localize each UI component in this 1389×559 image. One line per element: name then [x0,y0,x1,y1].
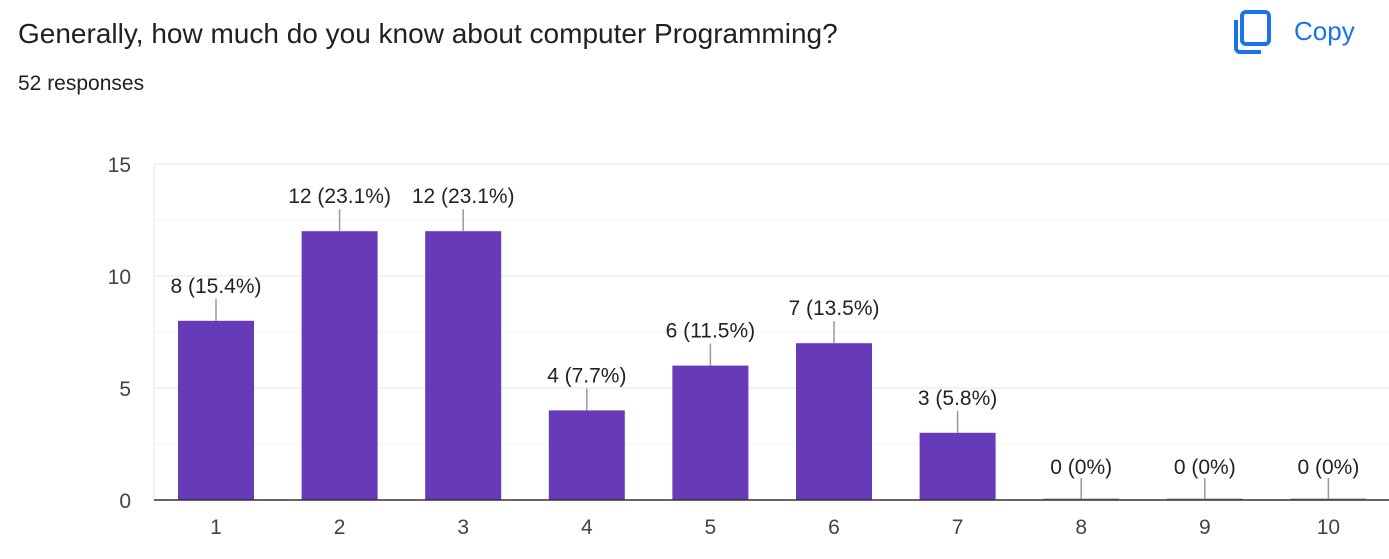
x-tick-label: 6 [828,516,840,539]
data-label: 0 (0%) [1050,456,1112,479]
x-tick-label: 10 [1317,516,1340,539]
x-tick-label: 1 [210,516,222,539]
copy-button[interactable]: Copy [1232,8,1372,54]
x-tick-label: 9 [1199,516,1211,539]
data-label: 12 (23.1%) [288,185,391,208]
x-tick-label: 8 [1075,516,1087,539]
bar-chart: 0 5 10 15 8 (15.4%) 1 12 (23.1%) 2 12 (23.1%) 3 4 … [108,154,1389,539]
y-tick-label: 15 [108,154,131,177]
bar [796,343,872,500]
data-label: 0 (0%) [1174,456,1236,479]
response-count: 52 responses [18,72,145,95]
x-tick-label: 3 [457,516,469,539]
bar [548,410,625,500]
data-label: 0 (0%) [1297,456,1359,479]
copy-label: Copy [1294,16,1355,46]
y-tick-label: 0 [119,490,131,513]
x-tick-label: 5 [705,516,717,539]
data-label: 6 (11.5%) [666,320,756,343]
data-label: 3 (5.8%) [918,387,997,410]
y-tick-label: 5 [119,378,131,401]
x-tick-label: 4 [581,516,593,539]
data-label: 7 (13.5%) [788,297,879,320]
x-tick-label: 7 [952,516,964,539]
bar [425,231,502,500]
data-label: 4 (7.7%) [547,364,626,387]
copy-icon [1232,8,1272,54]
bar [301,231,378,500]
question-title: Generally, how much do you know about co… [18,18,838,49]
bar [672,365,749,500]
y-tick-label: 10 [108,266,131,289]
bar [919,432,996,500]
data-label: 8 (15.4%) [170,275,261,298]
data-label: 12 (23.1%) [412,185,515,208]
bar [178,320,254,500]
x-tick-label: 2 [334,516,346,539]
